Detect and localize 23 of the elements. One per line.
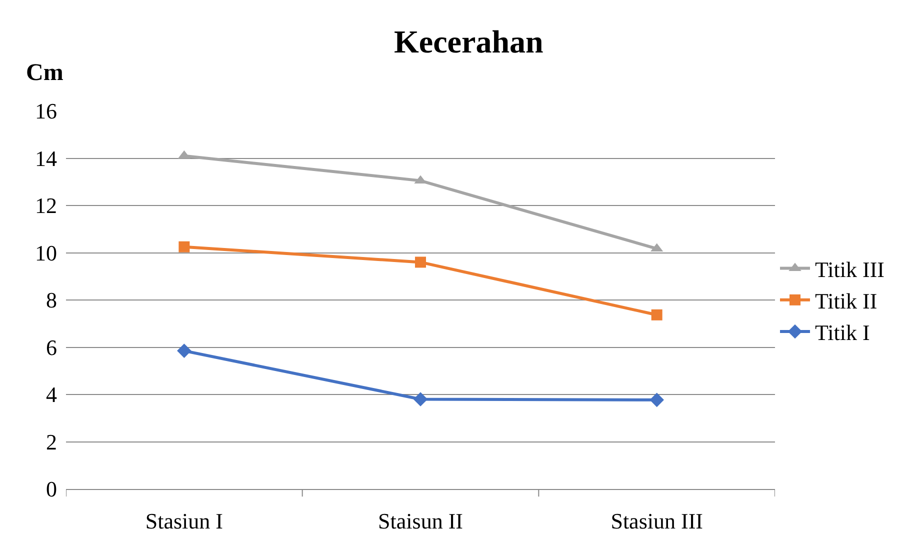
chart-title: Kecerahan bbox=[394, 24, 544, 60]
x-tick-label: Staisun II bbox=[378, 508, 463, 534]
legend-label: Titik II bbox=[815, 288, 878, 314]
point bbox=[415, 256, 426, 268]
legend-label: Titik I bbox=[815, 320, 870, 346]
y-tick-label: 6 bbox=[46, 334, 57, 360]
point bbox=[178, 241, 190, 252]
x-tick-label: Stasiun I bbox=[145, 508, 223, 534]
y-tick-label: 12 bbox=[35, 193, 57, 218]
y-tick-label: 8 bbox=[46, 288, 57, 313]
y-tick-label: 0 bbox=[46, 476, 57, 502]
y-tick-label: 16 bbox=[35, 98, 57, 124]
legend-label: Titik III bbox=[815, 256, 884, 282]
y-tick-label: 10 bbox=[35, 240, 57, 266]
point bbox=[177, 344, 192, 358]
point bbox=[413, 392, 428, 406]
y-tick-label: 14 bbox=[35, 146, 57, 171]
point bbox=[650, 392, 664, 408]
x-tick-label: Stasiun III bbox=[610, 508, 703, 534]
y-tick-label: 4 bbox=[46, 382, 57, 408]
y-tick-label: 2 bbox=[46, 429, 57, 454]
y-axis-title: Cm bbox=[26, 60, 64, 86]
point bbox=[651, 309, 662, 320]
